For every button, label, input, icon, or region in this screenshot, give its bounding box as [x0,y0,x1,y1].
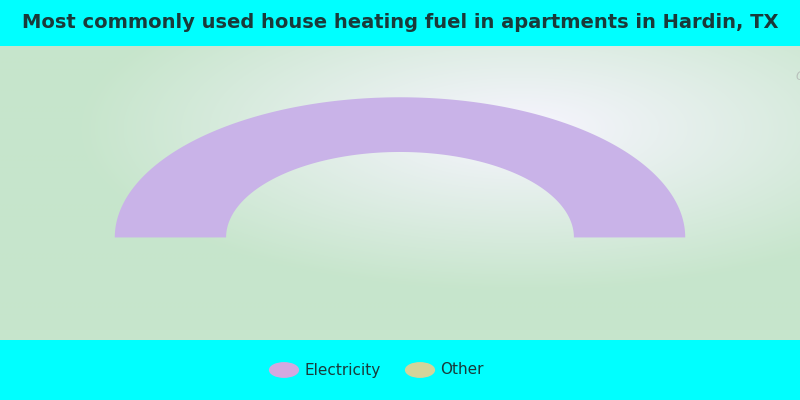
Text: Electricity: Electricity [304,362,380,378]
Text: Most commonly used house heating fuel in apartments in Hardin, TX: Most commonly used house heating fuel in… [22,14,778,32]
Polygon shape [114,97,686,238]
Text: City-Data.com: City-Data.com [796,70,800,82]
Text: Other: Other [440,362,483,378]
